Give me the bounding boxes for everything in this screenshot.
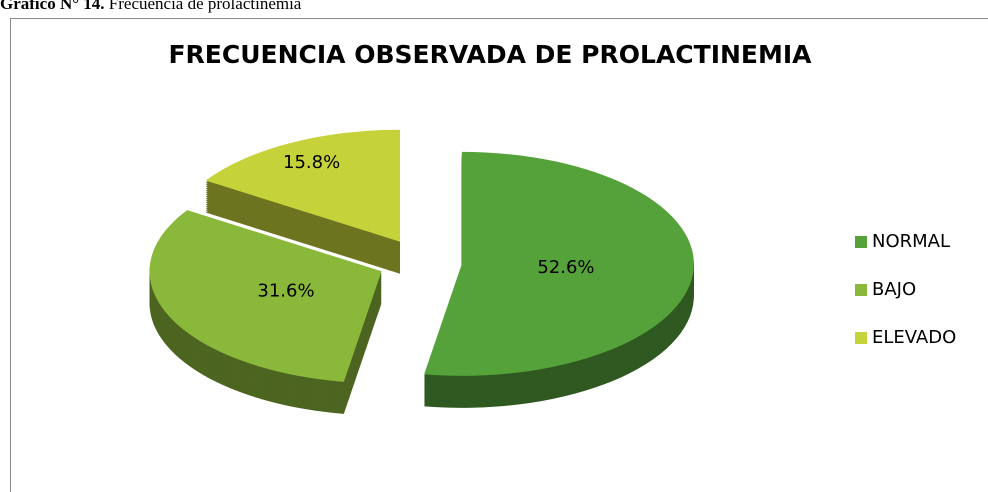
legend-label: ELEVADO [872, 327, 956, 348]
slice [205, 129, 400, 242]
data-label: 52.6% [537, 257, 594, 278]
caption: Gráfico N° 14. Frecuencia de prolactinem… [0, 0, 301, 14]
slice [424, 151, 694, 376]
legend-swatch [855, 236, 867, 248]
legend-label: NORMAL [872, 231, 950, 252]
slice [149, 210, 382, 382]
data-label: 15.8% [283, 152, 340, 173]
caption-label: Gráfico N° 14. [0, 0, 105, 13]
chart-title: FRECUENCIA OBSERVADA DE PROLACTINEMIA [168, 40, 812, 69]
caption-text: Frecuencia de prolactinemia [108, 0, 302, 13]
data-label: 31.6% [257, 281, 314, 302]
legend-swatch [855, 284, 867, 296]
legend-label: BAJO [872, 279, 916, 300]
legend-swatch [855, 332, 867, 344]
